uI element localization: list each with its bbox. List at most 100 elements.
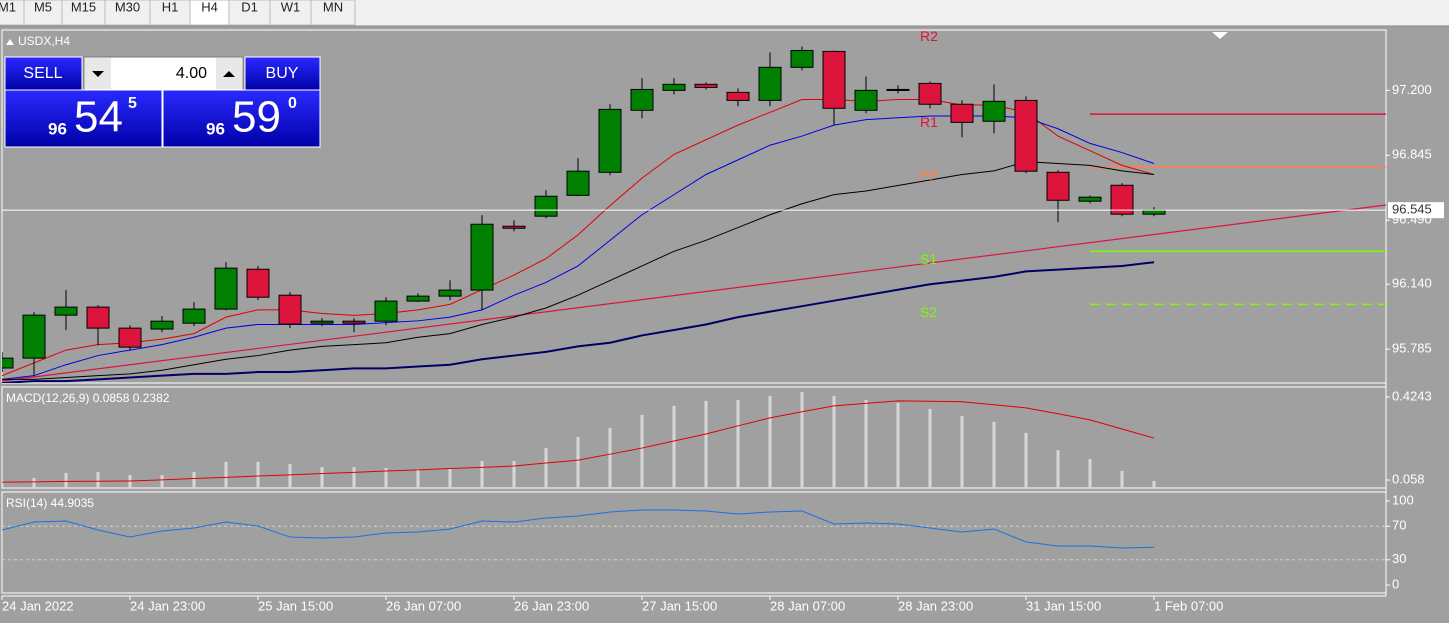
ask-box[interactable]	[162, 89, 321, 148]
candle-body	[342, 320, 366, 324]
macd-bar	[640, 414, 644, 488]
sell-button[interactable]	[4, 56, 83, 91]
timeframe-label: M30	[115, 0, 140, 14]
candle-body	[918, 82, 942, 105]
bid-main: 54	[74, 93, 123, 142]
macd-bar	[896, 402, 900, 488]
ask-big: 96	[206, 119, 225, 138]
x-tick-label: 28 Jan 07:00	[770, 598, 845, 613]
macd-bar	[64, 473, 68, 488]
down-arrow	[92, 71, 104, 77]
macd-bar	[992, 421, 996, 488]
macd-bar	[1056, 450, 1060, 488]
candle-body	[54, 306, 78, 316]
candle-body	[886, 88, 910, 91]
shift-marker	[1212, 32, 1228, 39]
macd-bar	[96, 472, 100, 488]
macd-bar	[672, 405, 676, 488]
timeframe-tab[interactable]	[104, 0, 151, 26]
x-tick-label: 1 Feb 07:00	[1154, 598, 1223, 613]
macd-bar	[480, 460, 484, 488]
pivot-label: R1	[920, 114, 938, 130]
candle-body	[566, 170, 590, 196]
y-tick-label: 97.200	[1392, 82, 1432, 97]
macd-bar	[448, 468, 452, 488]
trendline	[2, 204, 1386, 382]
macd-bar	[544, 448, 548, 488]
macd-panel	[1, 386, 1387, 489]
candle-body	[310, 320, 334, 324]
current-price-box	[1388, 202, 1444, 219]
timeframe-tab[interactable]	[269, 0, 312, 26]
y-tick-label: 30	[1392, 551, 1406, 566]
macd-bar	[2, 480, 4, 488]
macd-bar	[1088, 458, 1092, 488]
bid-frac: 5	[128, 95, 137, 112]
y-tick-label: 95.785	[1392, 341, 1432, 356]
macd-bar	[192, 472, 196, 488]
main-plot	[2, 46, 1386, 383]
rsi-plot	[2, 509, 1386, 561]
current-price-label: 96.545	[1392, 202, 1432, 217]
one-click-trading: SELL 4.00 BUY 96 54 5 96 59 0	[4, 56, 321, 148]
sell-label: SELL	[23, 65, 62, 82]
candle-body	[150, 320, 174, 330]
candle-body	[214, 267, 238, 310]
macd-bar	[128, 475, 132, 488]
macd-bar	[1024, 432, 1028, 488]
candle-body	[662, 83, 686, 91]
macd-bar	[352, 467, 356, 488]
timeframe-label: M5	[34, 0, 52, 14]
x-tick-label: 31 Jan 15:00	[1026, 598, 1101, 613]
y-tick-label: 0.058	[1392, 471, 1425, 486]
macd-bar	[800, 391, 804, 488]
x-tick-label: 26 Jan 07:00	[386, 598, 461, 613]
macd-bar	[960, 415, 964, 488]
macd-bar	[160, 475, 164, 488]
lot-value[interactable]: 4.00	[176, 65, 207, 82]
y-tick-label: 100	[1392, 492, 1414, 507]
candle-body	[438, 289, 462, 297]
candle-body	[246, 268, 270, 298]
macd-bar	[608, 427, 612, 488]
ask-frac: 0	[288, 95, 297, 112]
ask-main: 59	[232, 93, 281, 142]
macd-bar	[768, 395, 772, 488]
bid-box[interactable]	[4, 89, 163, 148]
indicator-line	[2, 400, 1155, 483]
x-tick-label: 27 Jan 15:00	[642, 598, 717, 613]
y-tick-label: 96.845	[1392, 147, 1432, 162]
timeframe-label: D1	[241, 0, 258, 14]
indicator-line	[2, 115, 1155, 380]
x-tick-label: 24 Jan 2022	[2, 598, 74, 613]
candle-body	[374, 300, 398, 322]
candle-body	[470, 223, 494, 291]
candle-body	[854, 89, 878, 111]
timeframe-label: H1	[162, 0, 179, 14]
pivot-label: R2	[920, 28, 938, 44]
macd-bar	[32, 478, 36, 488]
macd-bar	[832, 395, 836, 488]
y-tick-label: 0	[1392, 576, 1399, 591]
x-tick-label: 28 Jan 23:00	[898, 598, 973, 613]
buy-button[interactable]	[244, 56, 321, 91]
x-tick-label: 24 Jan 23:00	[130, 598, 205, 613]
macd-bar	[384, 468, 388, 488]
timeframe-tab[interactable]	[189, 0, 230, 26]
timeframe-tab[interactable]	[310, 0, 356, 26]
collapse-icon[interactable]	[6, 39, 14, 45]
y-tick-label: 70	[1392, 518, 1406, 533]
pivot-label: S2	[920, 304, 937, 320]
timeframe-tab[interactable]	[228, 0, 271, 26]
pivot-label: PP	[920, 167, 939, 183]
x-tick-label: 25 Jan 15:00	[258, 598, 333, 613]
candle-body	[182, 308, 206, 324]
candle-body	[694, 83, 718, 88]
candle-body	[278, 294, 302, 325]
candle-body	[118, 327, 142, 348]
candle-body	[1078, 196, 1102, 202]
timeframe-tab[interactable]	[61, 0, 106, 26]
macd-bar	[416, 468, 420, 488]
timeframe-tab[interactable]	[0, 0, 25, 26]
